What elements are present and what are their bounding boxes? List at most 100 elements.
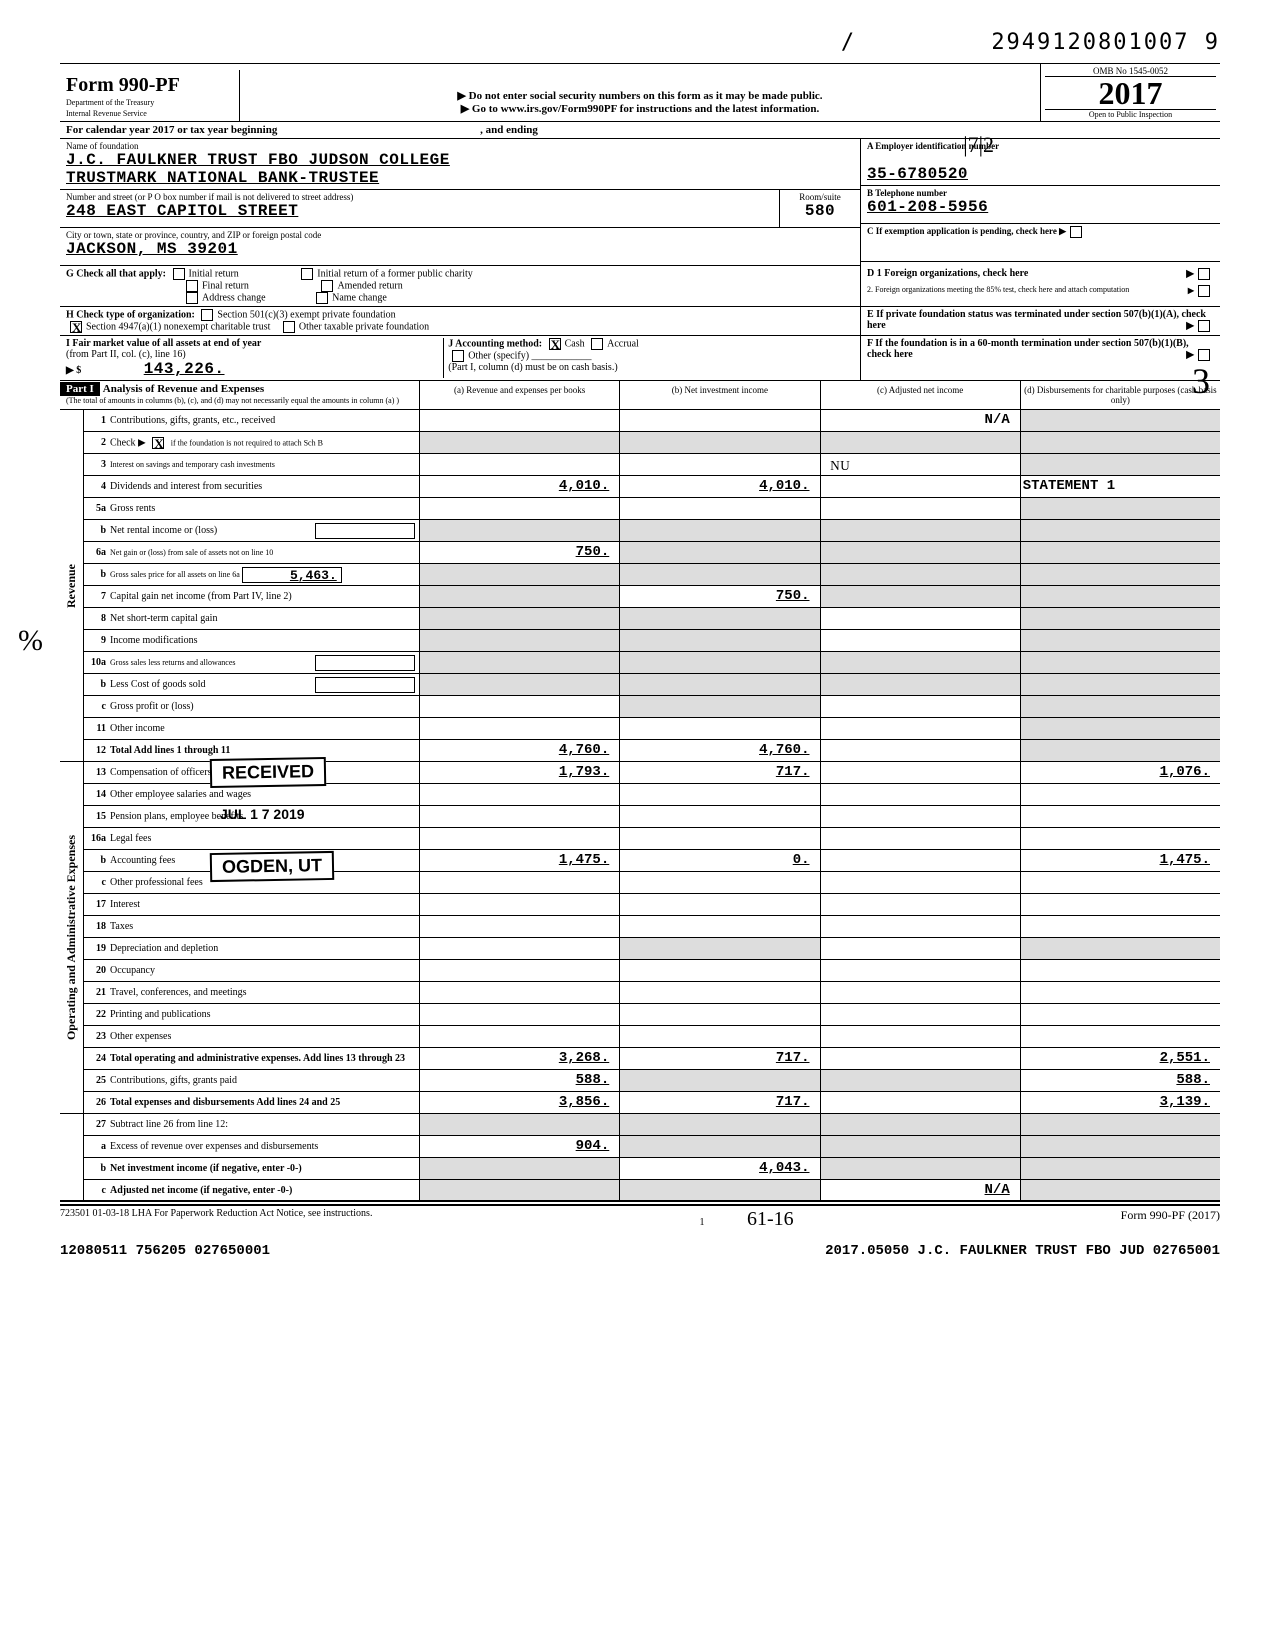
line-26-col-b: 717. xyxy=(620,1092,820,1113)
f-checkbox[interactable] xyxy=(1198,349,1210,361)
line-10c-label: Gross profit or (loss) xyxy=(110,701,415,712)
line-1-label: Contributions, gifts, grants, etc., rece… xyxy=(110,415,415,426)
line-16a-label: Legal fees xyxy=(110,833,415,844)
foundation-name-2: TRUSTMARK NATIONAL BANK-TRUSTEE xyxy=(66,169,854,187)
amended-return-checkbox[interactable] xyxy=(321,280,333,292)
line-12-col-b: 4,760. xyxy=(620,740,820,761)
line-2-checkbox[interactable] xyxy=(152,437,164,449)
line-16b-col-b: 0. xyxy=(620,850,820,871)
4947a1-label: Section 4947(a)(1) nonexempt charitable … xyxy=(86,321,270,332)
d1-checkbox[interactable] xyxy=(1198,268,1210,280)
i-label: I Fair market value of all assets at end… xyxy=(66,338,261,349)
dln-number: 2949120801007 9 xyxy=(991,30,1220,55)
initial-return-label: Initial return xyxy=(189,268,239,279)
line-10a-label: Gross sales less returns and allowances xyxy=(110,658,315,667)
operating-expenses-section: RECEIVED JUL 1 7 2019 OGDEN, UT Operatin… xyxy=(60,762,1220,1114)
h-label: H Check type of organization: xyxy=(66,309,195,320)
501c3-checkbox[interactable] xyxy=(201,309,213,321)
section-i-f: I Fair market value of all assets at end… xyxy=(60,336,1220,381)
cal-year-label: For calendar year 2017 or tax year begin… xyxy=(66,124,277,136)
bottom-codes: 12080511 756205 027650001 2017.05050 J.C… xyxy=(60,1243,1220,1259)
line-24-col-d: 2,551. xyxy=(1021,1048,1220,1069)
line-20-label: Occupancy xyxy=(110,965,415,976)
slash: / xyxy=(841,30,856,55)
footer-page: 1 xyxy=(699,1217,704,1228)
bottom-left-code: 12080511 756205 027650001 xyxy=(60,1243,270,1259)
line-11-label: Other income xyxy=(110,723,415,734)
ogden-stamp: OGDEN, UT xyxy=(210,851,335,882)
line-17-label: Interest xyxy=(110,899,415,910)
accrual-checkbox[interactable] xyxy=(591,338,603,350)
line-6b-value: 5,463. xyxy=(242,567,342,583)
line-16b-label: Accounting fees xyxy=(110,855,175,866)
opex-sidebar-label: Operating and Administrative Expenses xyxy=(64,835,79,1040)
line-27c-label: Adjusted net income (if negative, enter … xyxy=(110,1185,415,1196)
address-change-checkbox[interactable] xyxy=(186,292,198,304)
cal-ending-label: , and ending xyxy=(480,124,538,136)
d2-checkbox[interactable] xyxy=(1198,285,1210,297)
name-change-label: Name change xyxy=(332,292,387,303)
line-6a-label: Net gain or (loss) from sale of assets n… xyxy=(110,548,415,557)
4947a1-checkbox[interactable] xyxy=(70,321,82,333)
handwritten-initials: ᴺᵁ xyxy=(830,456,850,482)
line-24-col-b: 717. xyxy=(620,1048,820,1069)
part1-header: Part I Analysis of Revenue and Expenses … xyxy=(60,381,1220,410)
final-return-checkbox[interactable] xyxy=(186,280,198,292)
line-4-col-a: 4,010. xyxy=(420,476,620,497)
line-26-col-a: 3,856. xyxy=(420,1092,620,1113)
city-value: JACKSON, MS 39201 xyxy=(66,240,854,258)
i-note: (Part I, column (d) must be on cash basi… xyxy=(448,362,617,373)
cash-label: Cash xyxy=(565,338,585,349)
line-3-label: Interest on savings and temporary cash i… xyxy=(110,460,415,469)
handwritten-712: |7|2 xyxy=(963,132,994,158)
line-5b-label: Net rental income or (loss) xyxy=(110,525,315,536)
line-27c-col-c: N/A xyxy=(821,1180,1021,1200)
line-26-label: Total expenses and disbursements Add lin… xyxy=(110,1097,415,1108)
address-label: Number and street (or P O box number if … xyxy=(66,192,773,202)
phone-label: B Telephone number xyxy=(867,188,1214,198)
line-1-col-c: N/A xyxy=(821,410,1021,431)
form-number: Form 990-PF xyxy=(66,74,233,97)
ein-label: A Employer identification number xyxy=(867,141,1214,151)
line-4-col-b: 4,010. xyxy=(620,476,820,497)
i-from: (from Part II, col. (c), line 16) xyxy=(66,349,186,360)
part1-title: Analysis of Revenue and Expenses xyxy=(103,383,264,395)
phone-value: 601-208-5956 xyxy=(867,198,1214,216)
initial-return-checkbox[interactable] xyxy=(173,268,185,280)
line-6a-col-a: 750. xyxy=(420,542,620,563)
name-change-checkbox[interactable] xyxy=(316,292,328,304)
section-h-e: H Check type of organization: Section 50… xyxy=(60,307,1220,336)
footer-form-ref: Form 990-PF (2017) xyxy=(1121,1208,1220,1231)
line-13-col-d: 1,076. xyxy=(1021,762,1220,783)
street-address: 248 EAST CAPITOL STREET xyxy=(66,202,773,220)
line-27a-col-a: 904. xyxy=(420,1136,620,1157)
line-24-col-a: 3,268. xyxy=(420,1048,620,1069)
revenue-section: Revenue 1Contributions, gifts, grants, e… xyxy=(60,410,1220,762)
line-2-label-b: if the foundation is not required to att… xyxy=(171,438,323,447)
open-inspection: Open to Public Inspection xyxy=(1045,109,1216,119)
col-b-header: (b) Net investment income xyxy=(620,381,820,409)
box-c-checkbox[interactable] xyxy=(1070,226,1082,238)
line-13-col-b: 717. xyxy=(620,762,820,783)
line-27b-col-b: 4,043. xyxy=(620,1158,820,1179)
foundation-name-label: Name of foundation xyxy=(66,141,854,151)
line-7-label: Capital gain net income (from Part IV, l… xyxy=(110,591,415,602)
other-taxable-checkbox[interactable] xyxy=(283,321,295,333)
initial-former-checkbox[interactable] xyxy=(301,268,313,280)
bottom-right-code: 2017.05050 J.C. FAULKNER TRUST FBO JUD 0… xyxy=(825,1243,1220,1259)
dln-header: / 2949120801007 9 xyxy=(60,30,1220,55)
j-label: J Accounting method: xyxy=(448,338,542,349)
f-label: F If the foundation is in a 60-month ter… xyxy=(867,338,1189,360)
line-12-col-a: 4,760. xyxy=(420,740,620,761)
cash-checkbox[interactable] xyxy=(549,338,561,350)
initial-former-label: Initial return of a former public charit… xyxy=(317,268,473,279)
room-value: 580 xyxy=(786,202,854,220)
line-19-label: Depreciation and depletion xyxy=(110,943,415,954)
line-22-label: Printing and publications xyxy=(110,1009,415,1020)
other-method-checkbox[interactable] xyxy=(452,350,464,362)
line-13-col-a: 1,793. xyxy=(420,762,620,783)
col-d-header: (d) Disbursements for charitable purpose… xyxy=(1021,381,1220,409)
name-address-block: Name of foundation J.C. FAULKNER TRUST F… xyxy=(60,139,1220,266)
e-checkbox[interactable] xyxy=(1198,320,1210,332)
line-27-label: Subtract line 26 from line 12: xyxy=(110,1119,415,1130)
